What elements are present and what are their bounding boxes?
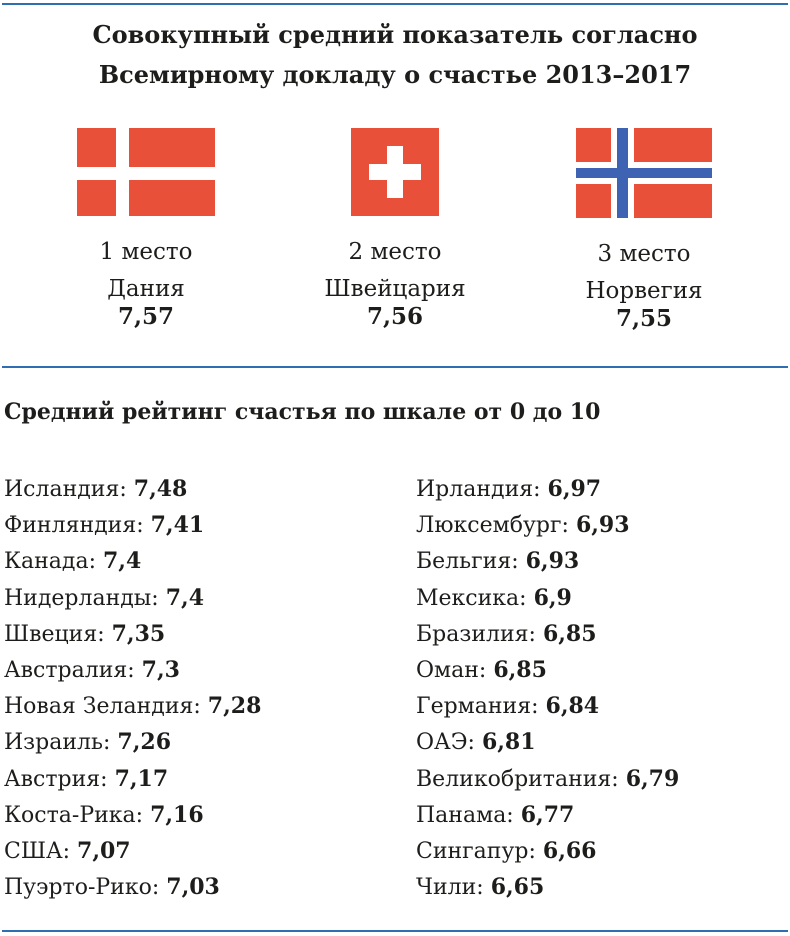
country-name: Сингапур: (416, 838, 536, 864)
list-item: Сингапур: 6,66 (416, 836, 679, 872)
list-item: Бразилия: 6,85 (416, 619, 679, 655)
score-value: 6,84 (545, 693, 600, 720)
score-value: 6,93 (575, 512, 630, 539)
country-name: Норвегия (585, 278, 703, 304)
score-value: 6,81 (481, 729, 536, 756)
country-name: Финляндия: (4, 513, 144, 539)
country-name: ОАЭ: (416, 730, 475, 756)
list-item: Оман: 6,85 (416, 655, 679, 691)
list-item: Исландия: 7,48 (4, 474, 261, 510)
score-value: 6,85 (542, 620, 597, 647)
country-name: Мексика: (416, 585, 527, 611)
podium-second: 2 место Швейцария 7,56 (295, 128, 495, 331)
list-item: Австралия: 7,3 (4, 655, 261, 691)
podium-first: 1 место Дания 7,57 (46, 128, 246, 331)
country-name: Великобритания: (416, 766, 619, 792)
list-item: Германия: 6,84 (416, 691, 679, 727)
score-value: 7,03 (166, 874, 220, 901)
section-subtitle: Средний рейтинг счастья по шкале от 0 до… (4, 399, 601, 425)
section-divider (2, 366, 788, 368)
score-value: 7,41 (150, 512, 205, 539)
list-item: Чили: 6,65 (416, 872, 679, 908)
ranking-list-left: Исландия: 7,48 Финляндия: 7,41 Канада: 7… (4, 474, 261, 908)
score-value: 6,79 (625, 765, 680, 792)
country-name: Канада: (4, 549, 96, 575)
country-name: Германия: (416, 694, 539, 720)
list-item: Мексика: 6,9 (416, 583, 679, 619)
list-item: Пуэрто-Рико: 7,03 (4, 872, 261, 908)
list-item: ОАЭ: 6,81 (416, 727, 679, 763)
score-value: 7,16 (150, 801, 204, 828)
country-name: Австрия: (4, 766, 108, 792)
list-item: Великобритания: 6,79 (416, 764, 679, 800)
score-value: 6,9 (533, 584, 572, 611)
list-item: Финляндия: 7,41 (4, 510, 261, 546)
page-title: Совокупный средний показатель согласно В… (0, 15, 790, 95)
bottom-divider (2, 930, 788, 932)
list-item: Швеция: 7,35 (4, 619, 261, 655)
country-name: Бельгия: (416, 549, 519, 575)
place-label: 2 место (348, 239, 442, 265)
country-name: Швеция: (4, 621, 105, 647)
country-name: Израиль: (4, 730, 111, 756)
score-value: 7,48 (133, 476, 188, 502)
country-name: Австралия: (4, 657, 135, 683)
denmark-flag-icon (77, 128, 215, 216)
score-value: 6,66 (542, 837, 597, 864)
country-name: Чили: (416, 875, 484, 901)
score-value: 7,28 (207, 693, 262, 720)
country-name: США: (4, 838, 71, 864)
score-value: 7,57 (117, 303, 175, 330)
country-name: Люксембург: (416, 513, 569, 539)
country-name: Бразилия: (416, 621, 536, 647)
score-value: 7,17 (114, 765, 169, 792)
list-item: Ирландия: 6,97 (416, 474, 679, 510)
country-name: Новая Зеландия: (4, 694, 201, 720)
norway-flag-icon (576, 128, 712, 218)
list-item: Нидерланды: 7,4 (4, 583, 261, 619)
list-item: Израиль: 7,26 (4, 727, 261, 763)
country-name: Коста-Рика: (4, 802, 144, 828)
score-value: 7,3 (141, 656, 180, 683)
country-name: Панама: (416, 802, 514, 828)
country-name: Ирландия: (416, 477, 541, 502)
country-name: Оман: (416, 657, 487, 683)
list-item: Новая Зеландия: 7,28 (4, 691, 261, 727)
top-divider (2, 3, 788, 5)
list-item: Канада: 7,4 (4, 546, 261, 582)
score-value: 6,93 (525, 548, 580, 575)
list-item: США: 7,07 (4, 836, 261, 872)
ranking-list-right: Ирландия: 6,97 Люксембург: 6,93 Бельгия:… (416, 474, 679, 908)
country-name: Пуэрто-Рико: (4, 875, 160, 901)
score-value: 7,07 (77, 837, 131, 864)
score-value: 6,85 (493, 656, 547, 683)
country-name: Дания (107, 276, 185, 302)
place-label: 1 место (99, 239, 193, 265)
list-item: Коста-Рика: 7,16 (4, 800, 261, 836)
score-value: 7,35 (111, 620, 166, 647)
list-item: Австрия: 7,17 (4, 764, 261, 800)
score-value: 7,26 (117, 729, 172, 756)
score-value: 6,77 (520, 801, 575, 828)
title-line-2: Всемирному докладу о счастье 2013–2017 (98, 60, 692, 89)
list-item: Панама: 6,77 (416, 800, 679, 836)
switzerland-flag-icon (351, 128, 439, 216)
score-value: 7,4 (103, 548, 142, 575)
score-value: 7,4 (165, 584, 205, 611)
podium-third: 3 место Норвегия 7,55 (544, 128, 744, 333)
score-value: 7,56 (366, 303, 424, 330)
country-name: Швейцария (324, 276, 466, 302)
score-value: 7,55 (615, 305, 673, 332)
country-name: Исландия: (4, 477, 127, 502)
title-line-1: Совокупный средний показатель согласно (92, 20, 698, 49)
place-label: 3 место (597, 241, 691, 267)
score-value: 6,65 (490, 874, 545, 901)
list-item: Люксембург: 6,93 (416, 510, 679, 546)
country-name: Нидерланды: (4, 585, 159, 611)
list-item: Бельгия: 6,93 (416, 546, 679, 582)
score-value: 6,97 (547, 476, 602, 502)
